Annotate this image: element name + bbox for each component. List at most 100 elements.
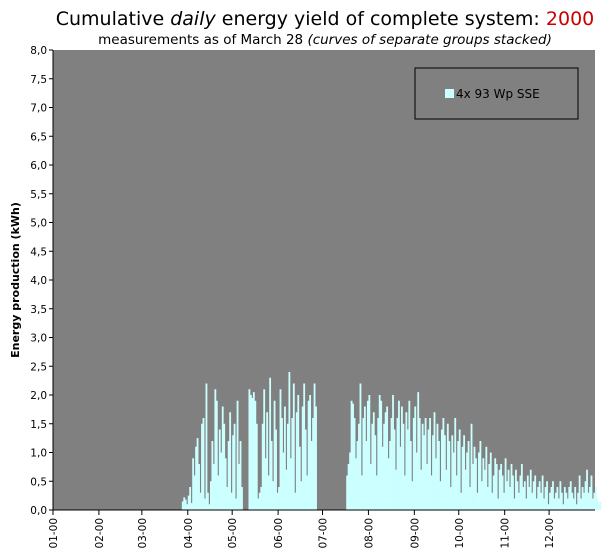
bar bbox=[553, 498, 556, 510]
y-tick-label: 4,0 bbox=[30, 275, 47, 287]
bar bbox=[506, 481, 508, 510]
bar bbox=[229, 412, 232, 510]
bar bbox=[303, 383, 306, 510]
bar bbox=[218, 429, 221, 510]
y-tick-label: 8,0 bbox=[30, 45, 47, 57]
bar bbox=[270, 441, 273, 510]
bar bbox=[457, 441, 460, 510]
bar bbox=[198, 464, 200, 510]
bar bbox=[460, 492, 463, 510]
bar bbox=[378, 395, 381, 510]
bar bbox=[599, 501, 602, 511]
bar bbox=[565, 492, 568, 510]
y-tick-label: 2,0 bbox=[30, 390, 47, 402]
bar bbox=[398, 400, 400, 510]
bar bbox=[375, 475, 378, 510]
bar bbox=[221, 406, 224, 510]
bar bbox=[412, 418, 415, 510]
bar bbox=[205, 383, 208, 510]
bar bbox=[230, 492, 233, 510]
bar bbox=[509, 487, 511, 510]
bar bbox=[448, 441, 451, 510]
bar bbox=[552, 481, 554, 510]
bar bbox=[235, 498, 237, 510]
bar bbox=[359, 383, 362, 510]
bar bbox=[494, 458, 497, 510]
bar bbox=[346, 475, 349, 510]
bar bbox=[401, 406, 403, 510]
bar bbox=[492, 475, 495, 510]
bar bbox=[488, 464, 491, 510]
bar bbox=[389, 441, 391, 510]
bar bbox=[249, 395, 252, 510]
bar bbox=[587, 492, 590, 510]
bar bbox=[279, 389, 282, 510]
bar bbox=[195, 446, 197, 510]
bar bbox=[430, 475, 433, 510]
bar bbox=[472, 464, 474, 510]
bar bbox=[443, 435, 446, 510]
bar bbox=[393, 429, 396, 510]
bar bbox=[491, 492, 494, 510]
bar bbox=[519, 475, 522, 510]
bar bbox=[186, 504, 189, 510]
bar bbox=[233, 423, 236, 510]
y-tick-label: 3,0 bbox=[30, 333, 47, 345]
bar bbox=[387, 458, 390, 510]
bar bbox=[469, 487, 471, 510]
bar bbox=[559, 481, 562, 510]
bar bbox=[356, 441, 359, 510]
bar bbox=[452, 452, 455, 510]
bar bbox=[510, 464, 513, 510]
x-tick-label: 01-00 bbox=[48, 518, 60, 549]
y-axis: 0,0 0,5 1,0 1,5 2,0 2,5 3,0 3,5 4,0 4,5 5,0 5,5 6,0 6… bbox=[30, 45, 54, 517]
bar bbox=[420, 469, 423, 510]
bar bbox=[538, 481, 541, 510]
bar bbox=[547, 504, 550, 510]
bar bbox=[592, 498, 594, 510]
bar bbox=[529, 469, 532, 510]
bar bbox=[223, 423, 226, 510]
bar bbox=[310, 441, 313, 510]
bar bbox=[276, 492, 279, 510]
bar bbox=[406, 429, 409, 510]
bar bbox=[503, 492, 506, 510]
bar bbox=[451, 435, 454, 510]
bar bbox=[365, 441, 368, 510]
bar bbox=[555, 492, 557, 510]
bar bbox=[597, 504, 600, 510]
bar bbox=[549, 492, 551, 510]
bar bbox=[366, 400, 369, 510]
bar bbox=[485, 446, 488, 510]
bar bbox=[368, 395, 371, 510]
bar bbox=[386, 406, 389, 510]
bar bbox=[535, 498, 538, 510]
bar bbox=[353, 418, 356, 510]
bar bbox=[352, 403, 354, 511]
bar bbox=[384, 412, 387, 510]
bar bbox=[596, 498, 599, 510]
bar bbox=[374, 435, 377, 510]
bar bbox=[396, 418, 399, 510]
bar bbox=[495, 464, 498, 510]
bar bbox=[458, 429, 461, 510]
bar bbox=[315, 406, 317, 510]
y-tick-label: 2,5 bbox=[30, 361, 47, 373]
bar bbox=[199, 492, 202, 510]
bar bbox=[402, 423, 405, 510]
bar bbox=[193, 475, 196, 510]
bar bbox=[454, 418, 457, 510]
bar bbox=[426, 464, 429, 510]
bar bbox=[405, 412, 408, 510]
bar bbox=[403, 475, 406, 510]
bar bbox=[312, 418, 314, 510]
bar bbox=[202, 418, 205, 510]
bar bbox=[257, 498, 260, 510]
bar bbox=[578, 475, 581, 510]
bar bbox=[275, 429, 277, 510]
bar bbox=[461, 446, 464, 510]
bar bbox=[516, 481, 519, 510]
bar bbox=[439, 481, 442, 510]
bar bbox=[577, 492, 580, 510]
bar bbox=[512, 475, 514, 510]
